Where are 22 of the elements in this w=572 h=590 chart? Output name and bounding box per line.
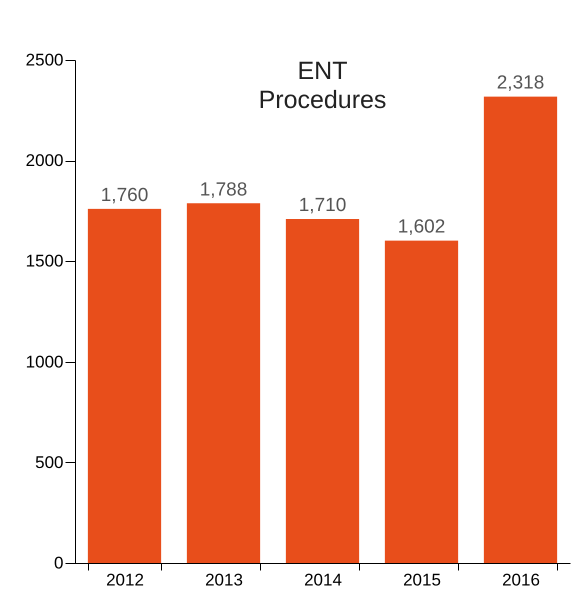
chart-title: ENT Procedures: [258, 57, 386, 114]
x-tick-label: 2016: [502, 570, 540, 590]
y-tick-label: 0: [54, 554, 64, 572]
y-tick-label: 1500: [26, 252, 64, 271]
y-tick-label: 2000: [26, 151, 64, 170]
y-tick-label: 1000: [26, 352, 64, 372]
data-label: 1,760: [100, 184, 148, 206]
x-tick-label: 2015: [403, 570, 441, 590]
x-tick-label: 2012: [106, 570, 144, 590]
data-label: 1,788: [200, 179, 248, 200]
bar: [186, 203, 260, 563]
data-label: 1,602: [398, 216, 446, 238]
data-label: 2,318: [496, 72, 544, 94]
bar: [88, 208, 162, 563]
x-tick-label: 2014: [304, 570, 342, 590]
bar: [384, 240, 458, 563]
x-tick-label: 2013: [205, 570, 243, 590]
y-tick-label: 500: [35, 452, 64, 472]
bar: [286, 218, 360, 563]
y-tick-label: 2500: [26, 50, 64, 70]
bar: [484, 96, 558, 563]
data-label: 1,710: [298, 194, 346, 216]
